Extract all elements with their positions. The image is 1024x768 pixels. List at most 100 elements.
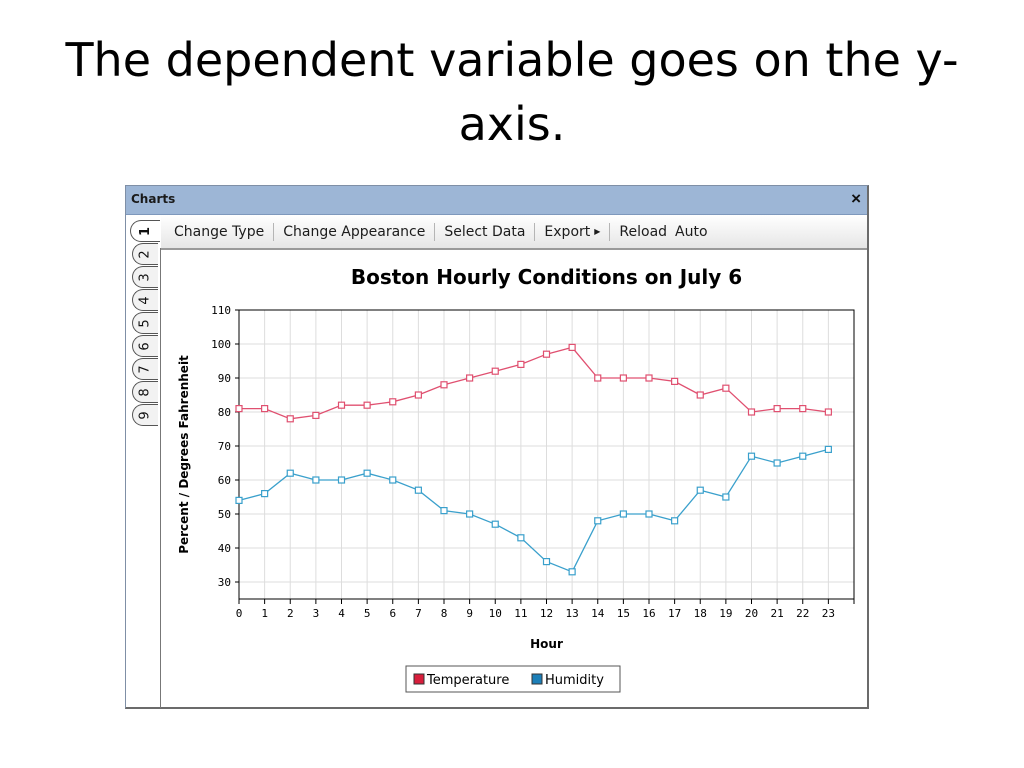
data-point-humidity (619, 510, 627, 518)
auto-button[interactable]: Auto (675, 223, 708, 240)
slide-title-line-1: The dependent variable goes on the y- (65, 33, 959, 87)
select-data-button[interactable]: Select Data (444, 223, 526, 240)
data-point-humidity (722, 493, 730, 501)
data-point-humidity (645, 510, 653, 518)
export-menu-button[interactable]: Export ▶ (535, 224, 609, 240)
data-point-temperature (645, 374, 653, 382)
tab-1[interactable]: 1 (130, 220, 160, 242)
tab-9[interactable]: 9 (132, 404, 158, 426)
change-type-button[interactable]: Change Type (174, 223, 265, 240)
slide-title: The dependent variable goes on the y- ax… (0, 28, 1024, 156)
y-tick-label: 50 (218, 508, 231, 521)
x-tick-label: 20 (745, 607, 758, 620)
data-point-humidity (235, 496, 243, 504)
data-point-humidity (696, 486, 704, 494)
chart-toolbar: Change Type Change Appearance Select Dat… (161, 215, 867, 250)
tab-4[interactable]: 4 (132, 289, 158, 311)
tab-8[interactable]: 8 (132, 381, 158, 403)
charts-window: Charts × Change Type Change Appearance S… (125, 185, 869, 709)
tab-7[interactable]: 7 (132, 358, 158, 380)
window-titlebar: Charts × (126, 186, 867, 215)
y-tick-label: 30 (218, 576, 231, 589)
toolbar-separator (534, 222, 536, 241)
toolbar-separator (609, 222, 611, 241)
data-point-temperature (671, 377, 679, 385)
x-tick-label: 12 (540, 607, 553, 620)
data-point-temperature (799, 405, 807, 413)
data-point-humidity (542, 558, 551, 566)
legend-swatch-humidity (531, 673, 543, 685)
data-point-humidity (286, 469, 294, 477)
data-point-temperature (824, 408, 832, 416)
slide-title-line-2: axis. (458, 97, 566, 151)
data-point-temperature (286, 415, 294, 423)
x-tick-label: 19 (719, 607, 732, 620)
y-axis-label: Percent / Degrees Fahrenheit (177, 355, 191, 554)
x-tick-label: 2 (287, 607, 294, 620)
data-point-humidity (337, 476, 346, 484)
data-point-humidity (312, 476, 320, 484)
data-point-humidity (568, 568, 576, 576)
chart-legend: Temperature Humidity (405, 665, 621, 693)
tabs-divider (160, 248, 161, 708)
y-tick-label: 60 (218, 474, 231, 487)
data-point-humidity (491, 520, 499, 528)
x-tick-label: 13 (566, 607, 579, 620)
series-line-humidity (238, 448, 829, 573)
x-tick-label: 23 (822, 607, 835, 620)
tab-2[interactable]: 2 (132, 243, 158, 265)
data-point-temperature (517, 360, 525, 368)
x-tick-label: 16 (642, 607, 655, 620)
data-point-humidity (824, 445, 832, 453)
x-tick-label: 18 (694, 607, 707, 620)
legend-box (405, 665, 621, 693)
data-point-temperature (773, 405, 781, 413)
y-tick-label: 110 (211, 304, 231, 317)
data-point-temperature (594, 374, 602, 382)
window-title: Charts (131, 192, 176, 206)
data-point-humidity (747, 452, 756, 460)
toolbar-separator (434, 222, 436, 241)
chart-tabs: 1 2 3 4 5 6 7 8 9 (130, 220, 160, 640)
legend-label-temperature: Temperature (426, 673, 509, 688)
chart-title: Boston Hourly Conditions on July 6 (351, 265, 742, 289)
export-label: Export (544, 223, 591, 240)
x-tick-label: 9 (466, 607, 473, 620)
x-tick-label: 7 (415, 607, 422, 620)
data-point-humidity (440, 507, 448, 515)
data-point-humidity (517, 534, 525, 542)
data-point-temperature (235, 405, 243, 413)
data-point-temperature (491, 367, 499, 375)
tab-3[interactable]: 3 (132, 266, 158, 288)
x-tick-label: 14 (591, 607, 605, 620)
triangle-right-icon: ▶ (594, 226, 601, 236)
legend-label-humidity: Humidity (545, 673, 604, 688)
toolbar-separator (273, 222, 275, 241)
change-appearance-button[interactable]: Change Appearance (283, 223, 426, 240)
data-point-temperature (722, 384, 730, 392)
x-tick-label: 22 (796, 607, 809, 620)
y-tick-label: 40 (218, 542, 231, 555)
tab-6[interactable]: 6 (132, 335, 158, 357)
data-point-humidity (363, 469, 371, 477)
close-icon[interactable]: × (851, 189, 861, 208)
data-point-temperature (747, 408, 756, 416)
data-point-humidity (799, 452, 807, 460)
data-point-humidity (773, 459, 781, 467)
x-tick-label: 0 (236, 607, 243, 620)
data-point-humidity (594, 517, 602, 525)
x-tick-label: 3 (313, 607, 320, 620)
reload-button[interactable]: Reload (619, 223, 668, 240)
x-tick-label: 1 (261, 607, 268, 620)
data-point-temperature (568, 343, 576, 351)
tab-5[interactable]: 5 (132, 312, 158, 334)
data-point-temperature (389, 398, 397, 406)
data-point-temperature (696, 391, 704, 399)
data-point-temperature (440, 381, 448, 389)
legend-swatch-temperature (413, 673, 425, 685)
x-tick-label: 15 (617, 607, 630, 620)
x-tick-label: 10 (489, 607, 502, 620)
x-tick-label: 5 (364, 607, 371, 620)
